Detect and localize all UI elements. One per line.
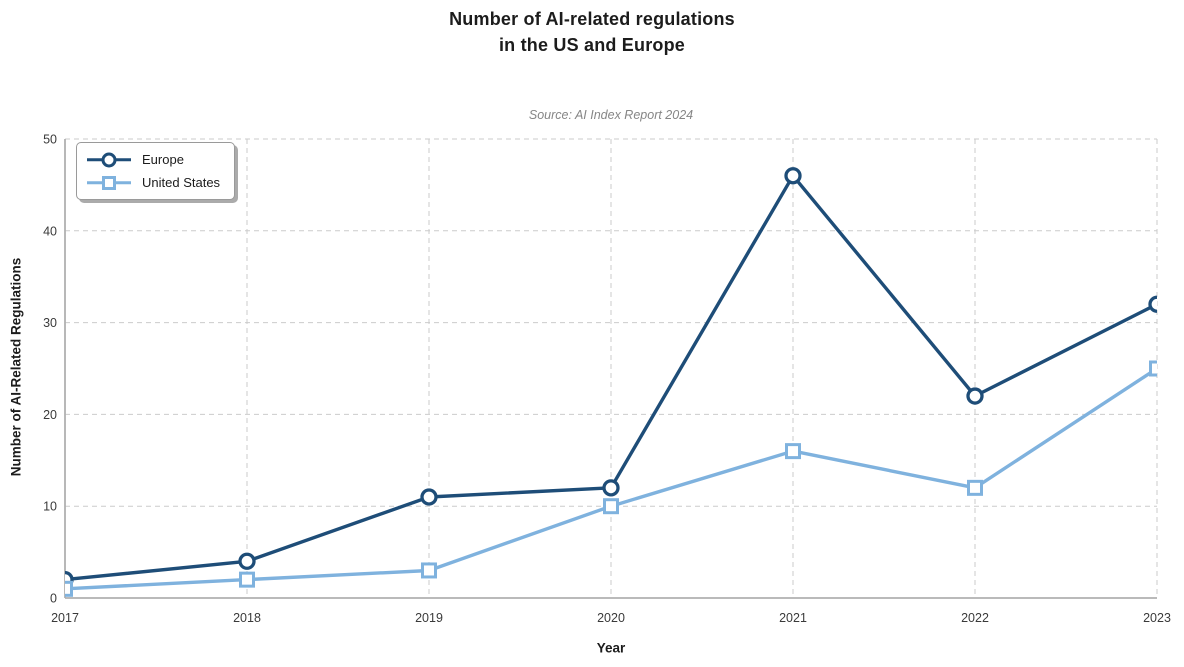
legend-sample-europe bbox=[87, 152, 131, 168]
y-tick-label: 0 bbox=[50, 592, 57, 606]
data-point-united-states bbox=[65, 580, 73, 597]
x-axis-label: Year bbox=[596, 640, 626, 656]
data-point-europe bbox=[602, 479, 620, 497]
y-tick-label: 50 bbox=[43, 133, 57, 147]
x-tick-label: 2020 bbox=[597, 611, 625, 625]
square-marker-icon bbox=[102, 175, 116, 190]
data-point-europe bbox=[966, 387, 984, 405]
data-point-united-states bbox=[785, 443, 801, 460]
y-tick-label: 20 bbox=[43, 408, 57, 422]
y-tick-label: 10 bbox=[43, 500, 57, 514]
data-point-united-states bbox=[603, 498, 619, 515]
chart-title-line1: Number of AI-related regulations bbox=[449, 9, 735, 29]
data-point-united-states bbox=[239, 571, 255, 588]
chart-title-line2: in the US and Europe bbox=[498, 35, 685, 55]
legend-item-europe: Europe bbox=[87, 150, 220, 169]
legend: Europe United States bbox=[76, 142, 236, 200]
legend-sample-united-states bbox=[87, 175, 131, 191]
data-point-europe bbox=[238, 552, 256, 570]
legend-label-europe: Europe bbox=[142, 152, 184, 167]
x-tick-label: 2018 bbox=[233, 611, 261, 625]
data-point-europe bbox=[1148, 295, 1157, 313]
y-tick-label: 40 bbox=[43, 224, 57, 238]
y-tick-label: 30 bbox=[43, 316, 57, 330]
y-axis-label: Number of AI-Related Regulations bbox=[8, 257, 24, 477]
x-tick-label: 2021 bbox=[779, 611, 807, 625]
legend-label-united-states: United States bbox=[142, 175, 221, 190]
data-point-united-states bbox=[967, 479, 983, 496]
x-tick-label: 2017 bbox=[51, 611, 79, 625]
x-tick-label: 2023 bbox=[1143, 611, 1171, 625]
chart-title: Number of AI-related regulations in the … bbox=[0, 6, 1184, 58]
legend-item-united-states: United States bbox=[87, 173, 220, 192]
data-point-europe bbox=[420, 488, 438, 506]
x-tick-label: 2019 bbox=[415, 611, 443, 625]
data-point-united-states bbox=[1149, 360, 1157, 377]
data-point-europe bbox=[784, 167, 802, 185]
data-point-united-states bbox=[421, 562, 437, 579]
circle-marker-icon bbox=[101, 152, 117, 167]
chart-source-note: Source: AI Index Report 2024 bbox=[528, 108, 694, 122]
x-tick-label: 2022 bbox=[961, 611, 989, 625]
